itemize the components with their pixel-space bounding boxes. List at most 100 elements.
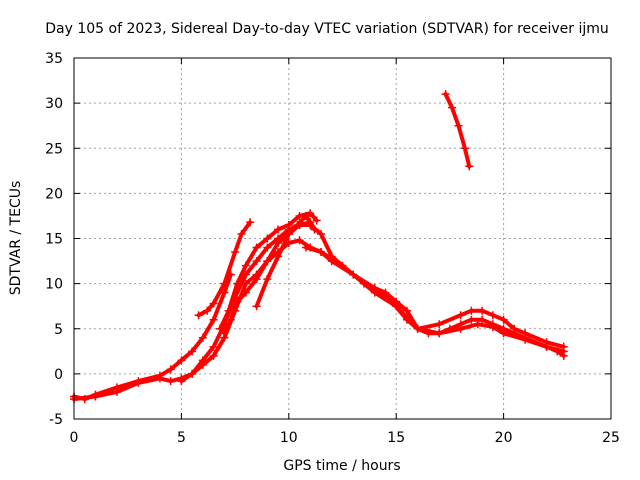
data-point <box>312 216 321 225</box>
data-point <box>274 252 283 261</box>
data-point <box>177 377 186 386</box>
data-point <box>274 239 283 248</box>
x-tick-label: 20 <box>495 430 513 446</box>
data-point <box>231 248 240 257</box>
data-point <box>198 356 207 365</box>
data-point <box>134 378 143 387</box>
data-point <box>413 324 422 333</box>
data-point <box>233 297 242 306</box>
y-tick-label: 10 <box>45 277 63 293</box>
x-tick-label: 0 <box>70 430 79 446</box>
data-point <box>177 356 186 365</box>
data-point <box>559 342 568 351</box>
data-point <box>467 306 476 315</box>
data-point <box>488 311 497 320</box>
data-point <box>510 324 519 333</box>
data-point <box>263 234 272 243</box>
axis-ticks: 0 5 10 15 20 25 -5 0 5 10 15 20 25 30 35 <box>45 51 620 446</box>
data-point <box>478 315 487 324</box>
data-point <box>241 261 250 270</box>
data-point <box>435 329 444 338</box>
data-point <box>220 329 229 338</box>
data-point <box>252 275 261 284</box>
data-traces <box>70 90 568 404</box>
data-point <box>473 320 482 329</box>
data-point <box>284 229 293 238</box>
data-point <box>241 288 250 297</box>
data-point <box>441 90 450 99</box>
x-tick-label: 10 <box>280 430 298 446</box>
chart-title: Day 105 of 2023, Sidereal Day-to-day VTE… <box>45 21 609 37</box>
data-point <box>293 220 302 229</box>
data-point <box>488 322 497 331</box>
data-point <box>317 248 326 257</box>
data-point <box>295 211 304 220</box>
data-point <box>456 324 465 333</box>
data-point <box>435 320 444 329</box>
data-point <box>499 315 508 324</box>
data-point <box>467 315 476 324</box>
series-trace-i <box>443 92 472 169</box>
y-tick-label: 5 <box>54 322 63 338</box>
data-point <box>166 377 175 386</box>
x-tick-label: 5 <box>177 430 186 446</box>
data-point <box>465 162 474 171</box>
y-tick-label: 0 <box>54 367 63 383</box>
data-point <box>226 315 235 324</box>
data-point <box>155 374 164 383</box>
x-axis-label: GPS time / hours <box>283 458 400 474</box>
data-point <box>301 243 310 252</box>
data-point <box>220 279 229 288</box>
data-point <box>188 347 197 356</box>
data-point <box>499 329 508 338</box>
data-point <box>306 209 315 218</box>
data-point <box>252 302 261 311</box>
data-point <box>317 229 326 238</box>
data-point <box>188 369 197 378</box>
x-tick-label: 15 <box>387 430 405 446</box>
data-point <box>209 299 218 308</box>
data-point <box>359 279 368 288</box>
data-point <box>392 297 401 306</box>
data-point <box>338 261 347 270</box>
y-tick-label: -5 <box>49 412 63 428</box>
data-point <box>233 279 242 288</box>
data-point <box>91 392 100 401</box>
data-point <box>252 243 261 252</box>
data-point <box>448 103 457 112</box>
data-point <box>224 306 233 315</box>
data-point <box>209 351 218 360</box>
data-point <box>456 311 465 320</box>
y-tick-label: 25 <box>45 141 63 157</box>
data-point <box>478 306 487 315</box>
data-point <box>521 329 530 338</box>
data-point <box>263 275 272 284</box>
data-point <box>284 220 293 229</box>
x-tick-label: 25 <box>602 430 620 446</box>
data-point <box>381 288 390 297</box>
data-point <box>209 315 218 324</box>
data-point <box>246 218 255 227</box>
data-point <box>194 311 203 320</box>
data-point <box>454 121 463 130</box>
y-axis-label: SDTVAR / TECUs <box>8 181 24 296</box>
data-point <box>295 236 304 245</box>
series-trace-b <box>72 238 566 402</box>
data-point <box>203 306 212 315</box>
y-tick-label: 20 <box>45 186 63 202</box>
data-point <box>166 365 175 374</box>
y-tick-label: 35 <box>45 51 63 67</box>
data-point <box>263 243 272 252</box>
data-point <box>209 342 218 351</box>
data-point <box>237 229 246 238</box>
data-point <box>310 225 319 234</box>
data-point <box>402 306 411 315</box>
data-point <box>460 144 469 153</box>
grid-lines <box>74 58 611 419</box>
data-point <box>274 225 283 234</box>
data-point <box>112 387 121 396</box>
series-trace-h <box>304 245 566 349</box>
data-point <box>252 257 261 266</box>
data-point <box>198 333 207 342</box>
